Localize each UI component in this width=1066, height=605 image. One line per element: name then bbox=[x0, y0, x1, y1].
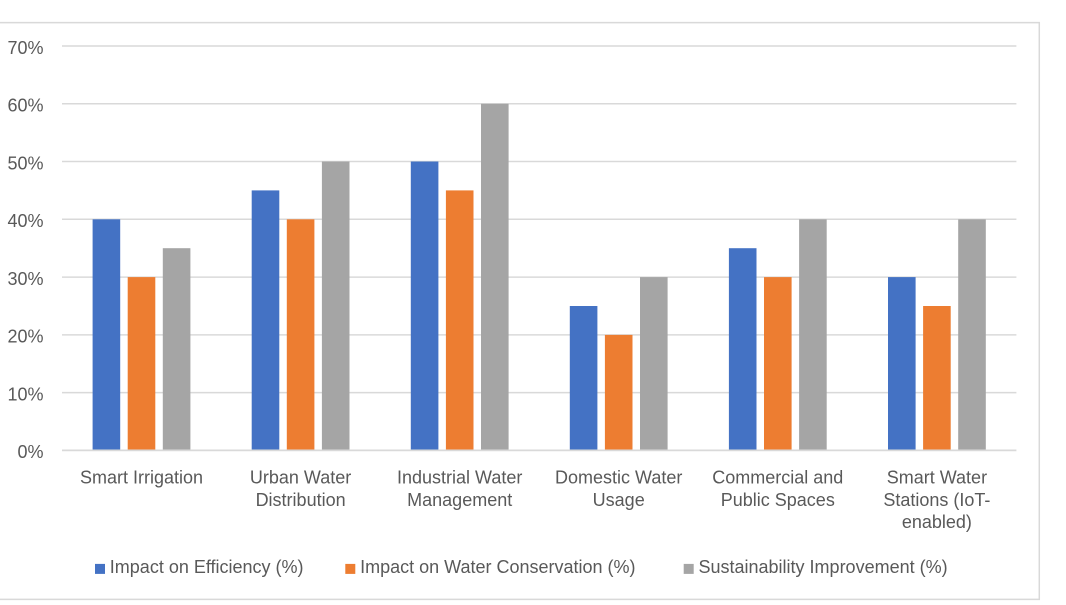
svg-text:50%: 50% bbox=[7, 153, 43, 173]
svg-text:30%: 30% bbox=[7, 269, 43, 289]
svg-text:Impact on Water Conservation (: Impact on Water Conservation (%) bbox=[360, 557, 635, 577]
svg-text:10%: 10% bbox=[7, 384, 43, 404]
svg-text:40%: 40% bbox=[7, 211, 43, 231]
svg-text:60%: 60% bbox=[7, 96, 43, 116]
svg-text:Management: Management bbox=[407, 490, 512, 510]
svg-text:Commercial and: Commercial and bbox=[712, 468, 843, 488]
svg-text:Usage: Usage bbox=[593, 490, 645, 510]
svg-text:0%: 0% bbox=[17, 442, 43, 462]
svg-text:Industrial Water: Industrial Water bbox=[397, 468, 522, 488]
svg-text:Smart Water: Smart Water bbox=[887, 468, 987, 488]
svg-text:Urban Water: Urban Water bbox=[250, 468, 351, 488]
svg-text:Distribution: Distribution bbox=[256, 490, 346, 510]
svg-text:Public Spaces: Public Spaces bbox=[721, 490, 835, 510]
svg-text:70%: 70% bbox=[7, 38, 43, 58]
svg-text:enabled): enabled) bbox=[902, 512, 972, 532]
svg-text:Smart Irrigation: Smart Irrigation bbox=[80, 468, 203, 488]
svg-text:20%: 20% bbox=[7, 327, 43, 347]
svg-text:Domestic Water: Domestic Water bbox=[555, 468, 682, 488]
svg-text:Stations (IoT-: Stations (IoT- bbox=[883, 490, 990, 510]
svg-text:Sustainability Improvement (%): Sustainability Improvement (%) bbox=[699, 557, 948, 577]
svg-text:Impact on Efficiency (%): Impact on Efficiency (%) bbox=[110, 557, 304, 577]
